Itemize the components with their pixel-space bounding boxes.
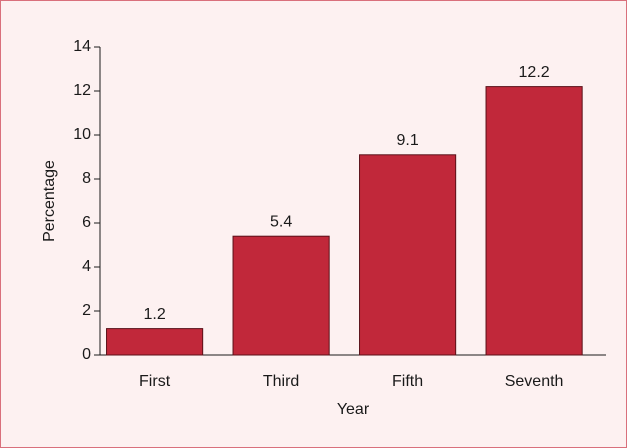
x-tick-label: Seventh bbox=[505, 373, 564, 390]
y-tick-label: 14 bbox=[73, 38, 91, 55]
bar bbox=[106, 328, 204, 356]
data-label: 5.4 bbox=[270, 213, 292, 230]
x-tick-label: Fifth bbox=[392, 373, 423, 390]
data-label: 9.1 bbox=[396, 132, 418, 149]
bar bbox=[485, 86, 583, 356]
y-tick-label: 0 bbox=[82, 346, 91, 363]
y-tick-label: 10 bbox=[73, 126, 91, 143]
y-tick-label: 4 bbox=[82, 258, 91, 275]
data-label: 12.2 bbox=[519, 64, 550, 81]
y-axis-label: Percentage bbox=[41, 160, 58, 242]
x-tick-label: Third bbox=[263, 373, 299, 390]
y-tick-label: 2 bbox=[82, 302, 91, 319]
x-axis-label: Year bbox=[337, 401, 370, 418]
y-tick-label: 8 bbox=[82, 170, 91, 187]
y-tick-label: 6 bbox=[82, 214, 91, 231]
bar bbox=[359, 154, 457, 356]
data-label: 1.2 bbox=[143, 306, 165, 323]
x-tick-label: First bbox=[139, 373, 171, 390]
bar bbox=[232, 235, 330, 356]
y-tick-label: 12 bbox=[73, 82, 91, 99]
